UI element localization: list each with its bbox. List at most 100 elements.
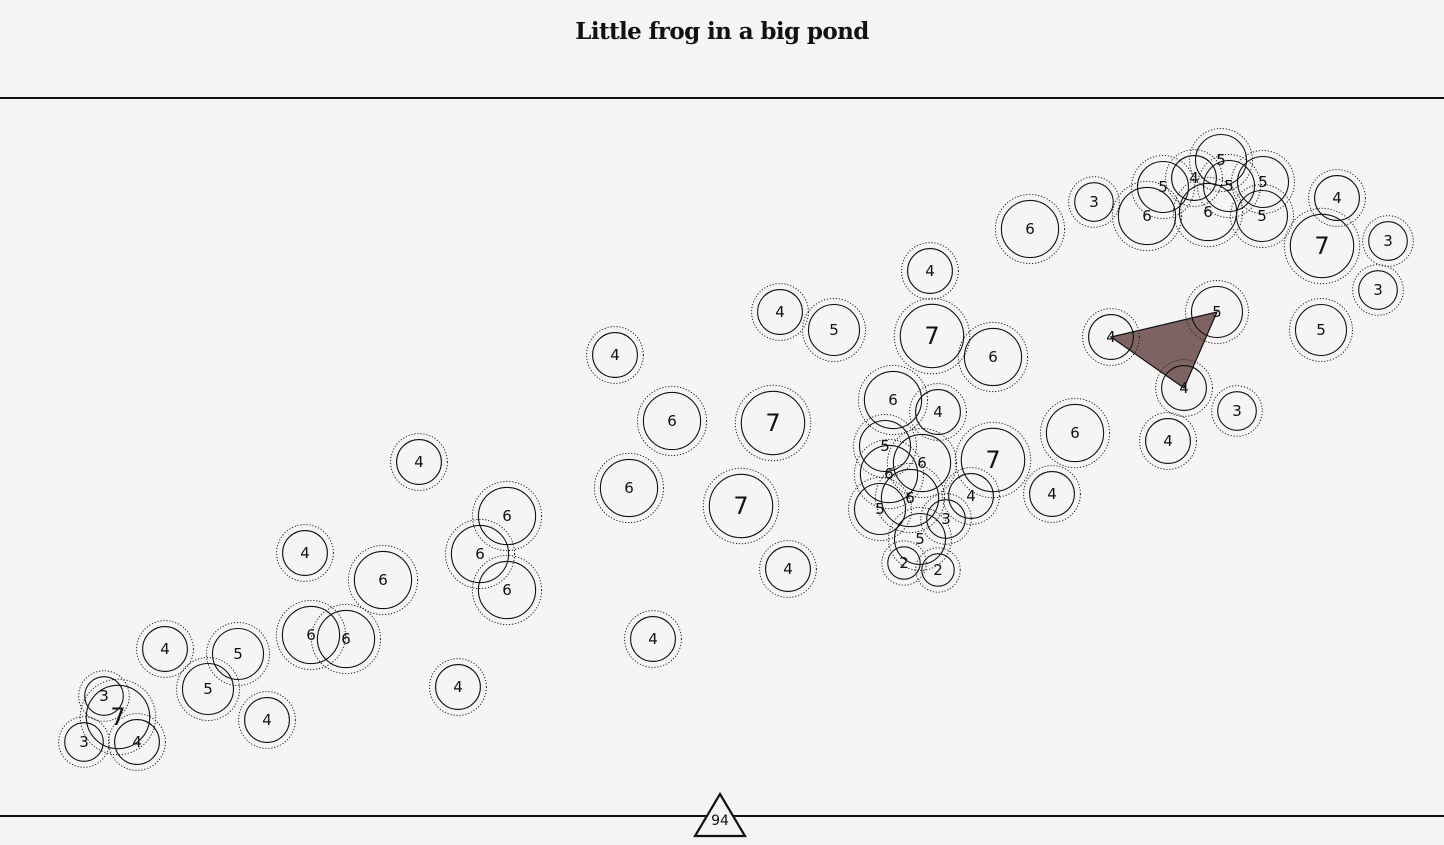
lily-pad[interactable]: 4 (942, 467, 1000, 525)
lily-pad[interactable]: 6 (310, 603, 382, 675)
lily-pad[interactable]: 6 (275, 599, 347, 671)
lily-pad-number: 4 (1189, 169, 1199, 187)
lily-pad-number: 6 (378, 571, 388, 589)
lily-pad-circle (1235, 189, 1289, 243)
lily-pad-circle (1074, 182, 1114, 222)
lily-pad[interactable]: 5 (848, 477, 912, 541)
lily-pad-range-ring (624, 610, 682, 668)
lily-pad-circle (1236, 155, 1290, 209)
lily-pad[interactable]: 3 (1211, 385, 1263, 437)
lily-pad[interactable]: 7 (954, 421, 1032, 499)
lily-pad-circle (963, 327, 1023, 387)
lily-pad[interactable]: 4 (136, 620, 194, 678)
lily-pad[interactable]: 3 (920, 493, 972, 545)
lily-pad[interactable]: 5 (1131, 155, 1195, 219)
lily-pad-number: 5 (915, 530, 925, 548)
lily-pad[interactable]: 4 (751, 283, 809, 341)
lily-pad[interactable]: 4 (429, 658, 487, 716)
lily-pad[interactable]: 5 (1185, 280, 1249, 344)
lily-pad[interactable]: 4 (1155, 359, 1213, 417)
lily-pad[interactable]: 4 (586, 326, 644, 384)
lily-pad[interactable]: 4 (901, 242, 959, 300)
lily-pad[interactable]: 6 (886, 427, 958, 499)
lily-pad[interactable]: 4 (390, 433, 448, 491)
lily-pad-range-ring (347, 544, 419, 616)
lily-pad-range-ring (759, 540, 817, 598)
lily-pad[interactable]: 2 (915, 547, 961, 593)
lily-pad[interactable]: 6 (1111, 180, 1183, 252)
lily-pad-number: 5 (1212, 303, 1222, 321)
lily-pad[interactable]: 4 (238, 691, 296, 749)
lily-pad[interactable]: 3 (1362, 215, 1414, 267)
lily-pad[interactable]: 6 (636, 385, 708, 457)
lily-pad-range-ring (848, 477, 912, 541)
lily-pad[interactable]: 5 (206, 622, 270, 686)
lily-pad[interactable]: 4 (108, 713, 166, 771)
lily-pad-number: 5 (203, 680, 213, 698)
lily-pad-number: 3 (1089, 193, 1099, 211)
lily-pad[interactable]: 6 (471, 554, 543, 626)
lily-pad-number: 5 (875, 500, 885, 518)
lily-pad[interactable]: 4 (1308, 169, 1366, 227)
lily-pad-number: 7 (733, 492, 748, 520)
lily-pad-number: 4 (1332, 189, 1342, 207)
lily-pad-range-ring (136, 620, 194, 678)
lily-pad-number: 7 (765, 409, 780, 437)
lily-pad[interactable]: 6 (1172, 176, 1244, 248)
lily-pad[interactable]: 7 (893, 297, 971, 375)
lily-pad[interactable]: 5 (1231, 150, 1295, 214)
lily-pad[interactable]: 5 (802, 298, 866, 362)
lily-pad[interactable]: 5 (1197, 154, 1261, 218)
lily-pad-range-ring (1230, 184, 1294, 248)
lily-pad-circle (880, 468, 940, 528)
lily-pad-number: 7 (985, 446, 1000, 474)
lily-pad[interactable]: 6 (994, 193, 1066, 265)
lily-pad-circle (142, 626, 188, 672)
lily-pad[interactable]: 7 (734, 384, 812, 462)
lily-pad[interactable]: 6 (1039, 397, 1111, 469)
lily-pad[interactable]: 4 (1082, 308, 1140, 366)
lily-pad[interactable]: 5 (1230, 184, 1294, 248)
lily-pad[interactable]: 4 (759, 540, 817, 598)
lily-pad-range-ring (1231, 150, 1295, 214)
lily-pad-range-ring (957, 321, 1029, 393)
lily-pad[interactable]: 7 (702, 467, 780, 545)
lily-pad[interactable]: 6 (853, 438, 925, 510)
lily-pad-number: 4 (925, 262, 935, 280)
lily-pad[interactable]: 5 (1189, 128, 1253, 192)
lily-pad[interactable]: 6 (471, 480, 543, 552)
lily-pad-circle (1088, 314, 1134, 360)
lily-pad-range-ring (1211, 385, 1263, 437)
lily-pad[interactable]: 7 (1283, 207, 1361, 285)
lily-pad[interactable]: 6 (957, 321, 1029, 393)
lily-pad[interactable]: 6 (347, 544, 419, 616)
lily-pad[interactable]: 5 (1289, 298, 1353, 362)
lily-pad-circle (899, 303, 965, 369)
lily-pad[interactable]: 4 (276, 524, 334, 582)
lily-pad[interactable]: 6 (857, 364, 929, 436)
lily-pad[interactable]: 3 (1068, 176, 1120, 228)
lily-pad[interactable]: 4 (624, 610, 682, 668)
lily-pad[interactable]: 4 (1139, 412, 1197, 470)
lily-pad[interactable]: 6 (593, 452, 665, 524)
lily-pad-circle (858, 419, 912, 473)
lily-pad[interactable]: 5 (176, 657, 240, 721)
lily-pad[interactable]: 4 (909, 383, 967, 441)
move-counter-value: 94 (711, 813, 729, 829)
lily-pad[interactable]: 3 (58, 716, 110, 768)
lily-pad-range-ring (275, 599, 347, 671)
lily-pad[interactable]: 3 (1352, 264, 1404, 316)
lily-pad-number: 6 (667, 412, 677, 430)
lily-pad-range-ring (893, 297, 971, 375)
lily-pad-range-ring (1111, 180, 1183, 252)
lily-pad[interactable]: 2 (881, 540, 927, 586)
lily-pad-number: 4 (132, 733, 142, 751)
lily-pad[interactable]: 6 (444, 518, 516, 590)
lily-pad[interactable]: 4 (1023, 465, 1081, 523)
lily-pad-number: 5 (1224, 177, 1234, 195)
lily-pad-range-ring (915, 547, 961, 593)
lily-pad-number: 4 (610, 346, 620, 364)
lily-pad[interactable]: 3 (78, 670, 130, 722)
lily-pad-range-ring (881, 540, 927, 586)
